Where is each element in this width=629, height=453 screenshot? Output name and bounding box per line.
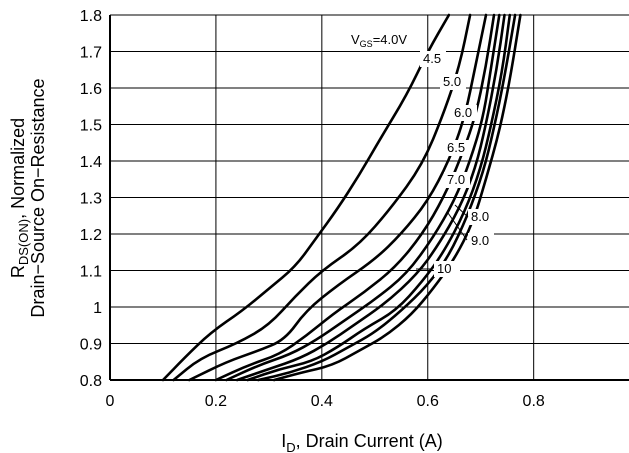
x-tick-label: 0.4 xyxy=(311,393,333,410)
series-label-10: 10 xyxy=(437,261,451,276)
series-line-6-5 xyxy=(225,13,501,382)
series-label-bg-9-0 xyxy=(468,233,494,249)
y-tick-label: 1.4 xyxy=(80,154,102,171)
series-label-bg-7-0 xyxy=(444,172,470,188)
y-tick-label: 1 xyxy=(93,300,102,317)
series-label-6-5: 6.5 xyxy=(447,140,465,155)
x-tick-label: 0 xyxy=(106,393,115,410)
series-leader-9-0 xyxy=(447,212,468,241)
y-tick-label: 1.8 xyxy=(80,8,102,25)
series-label-9-0: 9.0 xyxy=(471,233,489,248)
y-tick-label: 0.9 xyxy=(80,337,102,354)
series-label-8-0: 8.0 xyxy=(471,209,489,224)
series-labels: 4.55.0 6.0 6.5 7.0 8.0 9.0 10 xyxy=(416,51,494,277)
vgs-label: VGS=4.0V xyxy=(351,32,407,49)
series-line-4-5 xyxy=(172,13,472,382)
series-line-7-0 xyxy=(235,13,506,382)
series-line-8-0 xyxy=(246,13,512,382)
series-line-9-0 xyxy=(257,13,517,382)
series-label-bg-5-0 xyxy=(440,74,466,90)
svg-text:Drain−Source On−Resistance: Drain−Source On−Resistance xyxy=(28,78,48,317)
y-tick-label: 1.2 xyxy=(80,227,102,244)
series-label-5-0: 5.0 xyxy=(443,74,461,89)
series-leader-8-0 xyxy=(454,204,469,218)
x-tick-label: 0.8 xyxy=(523,393,545,410)
y-tick-label: 1.3 xyxy=(80,191,102,208)
series-label-6-0: 6.0 xyxy=(454,105,472,120)
series-label-bg-8-0 xyxy=(468,209,494,225)
series-line-10 xyxy=(272,13,522,382)
y-tick-label: 0.8 xyxy=(80,373,102,390)
y-tick-label: 1.6 xyxy=(80,81,102,98)
svg-text:RDS(ON), Normalized: RDS(ON), Normalized xyxy=(8,118,31,278)
x-axis-title: ID, Drain Current (A) xyxy=(281,431,442,453)
x-tick-label: 0.2 xyxy=(205,393,227,410)
series-label-bg-4-5 xyxy=(420,51,446,67)
series-line-4-0V xyxy=(161,13,451,382)
series-label-bg-10 xyxy=(434,261,460,277)
series-label-4-5: 4.5 xyxy=(423,51,441,66)
series-curves xyxy=(161,13,522,382)
x-tick-label: 0.6 xyxy=(417,393,439,410)
series-line-5-0 xyxy=(188,13,488,382)
series-label-7-0: 7.0 xyxy=(447,172,465,187)
series-label-bg-6-5 xyxy=(444,140,470,156)
grid xyxy=(109,14,629,381)
tick-labels: 0.8 0.9 1 1.1 1.2 1.3 1.4 1.5 1.6 1.7 1.8 0 0.2 0.4 0.… xyxy=(80,8,545,410)
y-tick-label: 1.7 xyxy=(80,45,102,62)
series-line-6-0 xyxy=(214,13,496,382)
y-tick-label: 1.5 xyxy=(80,118,102,135)
y-axis-title: RDS(ON), Normalized Drain−Source On−Resi… xyxy=(8,78,48,317)
y-tick-label: 1.1 xyxy=(80,264,102,281)
series-label-bg-6-0 xyxy=(451,105,477,121)
